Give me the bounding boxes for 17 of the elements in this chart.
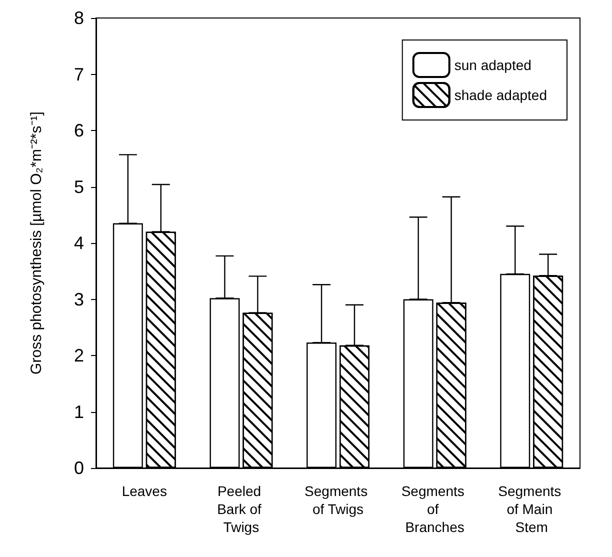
- y-tick-label: 3: [74, 289, 84, 310]
- x-tick-label: Segments of Twigs: [304, 483, 372, 517]
- y-tick-label: 1: [74, 402, 84, 422]
- y-tick-label: 2: [74, 346, 84, 366]
- x-tick-label: Peeled Bark of Twigs: [217, 483, 266, 535]
- y-tick-label: 5: [74, 176, 84, 197]
- x-tick-label: Segments of Main Stem: [498, 483, 566, 535]
- y-tick-label: 7: [74, 64, 84, 84]
- y-tick-label: 8: [74, 8, 84, 28]
- x-tick-label: Segments of Branches: [401, 483, 468, 535]
- y-tick-label: 4: [74, 233, 84, 253]
- y-axis-title: Gross photosynthesis [µmol O₂*m⁻²*s⁻¹]: [28, 112, 45, 374]
- x-tick-label: Leaves: [122, 483, 167, 499]
- legend-label: shade adapted: [454, 87, 547, 103]
- legend-label: sun adapted: [454, 57, 532, 73]
- y-tick-label: 6: [74, 120, 84, 140]
- y-tick-label: 0: [74, 458, 84, 478]
